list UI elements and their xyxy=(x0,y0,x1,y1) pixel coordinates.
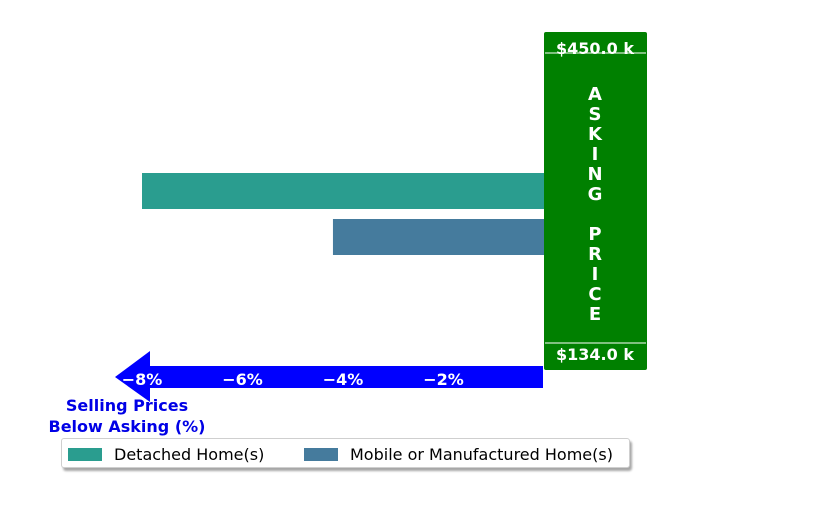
price-top-label: $450.0 k xyxy=(556,39,634,58)
x-tick-label: −8% xyxy=(122,370,163,389)
asking-price-letter: K xyxy=(588,124,603,145)
asking-price-letter: I xyxy=(592,264,599,285)
x-tick-label: −4% xyxy=(323,370,364,389)
asking-price-letter: G xyxy=(588,184,603,205)
price-bottom-label: $134.0 k xyxy=(556,345,634,364)
legend: Detached Home(s) Mobile or Manufactured … xyxy=(61,438,630,468)
axis-arrow xyxy=(115,351,543,402)
asking-price-letter: A xyxy=(588,84,602,105)
legend-swatch-mobile xyxy=(304,447,338,461)
tick-labels-group: −8% −6% −4% −2% xyxy=(122,370,464,389)
asking-price-letter: S xyxy=(589,104,602,125)
x-tick-label: −2% xyxy=(423,370,464,389)
x-tick-label: −6% xyxy=(222,370,263,389)
legend-item-mobile: Mobile or Manufactured Home(s) xyxy=(304,443,613,465)
asking-price-letter: I xyxy=(592,144,599,165)
bar-mobile xyxy=(332,219,544,255)
asking-price-letter: R xyxy=(588,244,602,265)
legend-label-detached: Detached Home(s) xyxy=(114,444,265,464)
asking-price-bar xyxy=(544,32,647,370)
bars-group xyxy=(142,173,544,255)
x-axis-label-line1: Selling Prices xyxy=(66,396,188,415)
legend-label-mobile: Mobile or Manufactured Home(s) xyxy=(350,444,613,464)
bar-detached xyxy=(142,173,544,209)
legend-swatch-detached xyxy=(68,447,102,461)
x-axis-label-line2: Below Asking (%) xyxy=(49,417,206,436)
asking-price-letter: C xyxy=(588,284,601,305)
asking-price-letter: P xyxy=(588,224,601,245)
asking-price-letter: N xyxy=(587,164,602,185)
legend-item-detached: Detached Home(s) xyxy=(68,443,264,465)
asking-price-letter: E xyxy=(589,304,601,325)
